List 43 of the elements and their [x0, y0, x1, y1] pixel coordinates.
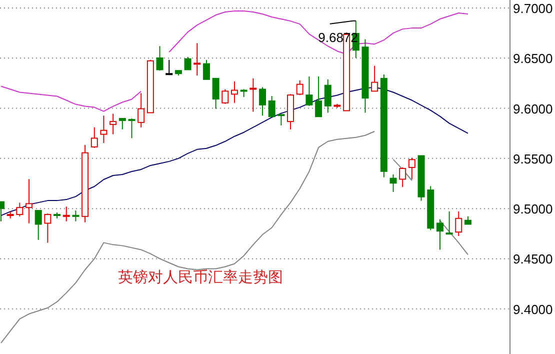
candlestick: [26, 178, 33, 224]
candlestick: [446, 210, 453, 235]
y-tick-label: 9.6000: [513, 101, 553, 116]
candlestick: [194, 42, 201, 76]
candlestick: [128, 118, 136, 139]
candlestick: [306, 76, 313, 106]
candlestick: [202, 59, 210, 80]
y-tick-label: 9.4000: [513, 302, 553, 317]
candlestick: [230, 80, 238, 104]
candlestick: [110, 113, 117, 135]
y-tick-label: 9.5000: [513, 202, 553, 217]
candlestick: [90, 126, 98, 148]
candlestick: [390, 174, 397, 192]
y-tick-label: 9.6500: [513, 51, 553, 66]
candlestick: [324, 78, 332, 114]
candlestick: [278, 114, 285, 126]
candlestick: [100, 115, 108, 144]
candlestick: [436, 218, 444, 250]
candlestick: [455, 210, 462, 236]
candlestick: [184, 56, 192, 70]
candlestick: [315, 76, 322, 118]
candlestick: [399, 166, 406, 188]
candlestick: [371, 65, 378, 92]
candlestick: [72, 210, 80, 222]
y-tick-label: 9.5500: [513, 151, 553, 166]
y-tick-label: 9.4500: [513, 252, 553, 267]
candlestick: [222, 88, 229, 104]
candlestick: [259, 86, 266, 116]
candlestick: [62, 206, 70, 222]
text: 英镑对人民币汇率走势图: [118, 268, 283, 286]
candlestick: [138, 92, 145, 128]
candlestick: [296, 80, 304, 96]
candlestick: [250, 78, 257, 112]
candlestick: [212, 78, 220, 110]
candlestick: [166, 59, 173, 76]
candlestick: [34, 210, 42, 240]
candlestick: [408, 157, 416, 180]
candlestick: [16, 202, 24, 217]
candlestick: [156, 46, 164, 72]
candlestick: [44, 212, 52, 244]
candlestick: [268, 96, 276, 118]
candlestick: [118, 118, 126, 130]
y-tick-label: 9.7000: [513, 1, 553, 16]
